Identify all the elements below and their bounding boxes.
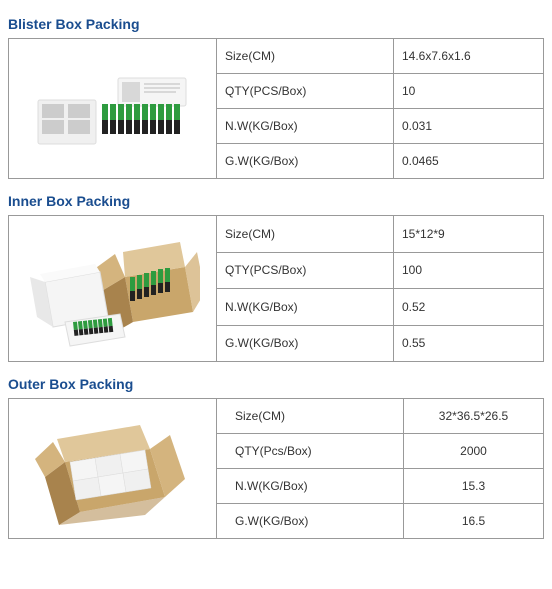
- cell-label: QTY(PCS/Box): [217, 74, 394, 109]
- section-title: Blister Box Packing: [8, 16, 544, 32]
- inner-table: Size(CM) 15*12*9 QTY(PCS/Box) 100 N.W(KG…: [8, 215, 544, 362]
- inner-product-image: [25, 222, 200, 352]
- cell-label: N.W(KG/Box): [217, 109, 394, 144]
- blister-image-cell: [9, 39, 217, 179]
- cell-value: 0.55: [394, 325, 544, 362]
- cell-label: G.W(KG/Box): [217, 504, 404, 539]
- outer-image-cell: [9, 399, 217, 539]
- cell-value: 14.6x7.6x1.6: [394, 39, 544, 74]
- cell-value: 15*12*9: [394, 216, 544, 253]
- cell-label: N.W(KG/Box): [217, 289, 394, 326]
- cell-label: Size(CM): [217, 216, 394, 253]
- outer-table: Size(CM) 32*36.5*26.5 QTY(Pcs/Box) 2000 …: [8, 398, 544, 539]
- blister-product-image: [28, 60, 198, 155]
- cell-value: 10: [394, 74, 544, 109]
- cell-label: G.W(KG/Box): [217, 325, 394, 362]
- cell-value: 0.031: [394, 109, 544, 144]
- cell-label: Size(CM): [217, 39, 394, 74]
- cell-label: QTY(PCS/Box): [217, 252, 394, 289]
- cell-value: 100: [394, 252, 544, 289]
- cell-value: 0.0465: [394, 144, 544, 179]
- inner-image-cell: [9, 216, 217, 362]
- blister-table: Size(CM) 14.6x7.6x1.6 QTY(PCS/Box) 10 N.…: [8, 38, 544, 179]
- cell-label: Size(CM): [217, 399, 404, 434]
- cell-value: 16.5: [404, 504, 544, 539]
- cell-label: G.W(KG/Box): [217, 144, 394, 179]
- outer-product-image: [25, 407, 200, 527]
- cell-value: 15.3: [404, 469, 544, 504]
- cell-value: 32*36.5*26.5: [404, 399, 544, 434]
- cell-value: 2000: [404, 434, 544, 469]
- section-title: Inner Box Packing: [8, 193, 544, 209]
- section-title: Outer Box Packing: [8, 376, 544, 392]
- cell-label: N.W(KG/Box): [217, 469, 404, 504]
- cell-label: QTY(Pcs/Box): [217, 434, 404, 469]
- cell-value: 0.52: [394, 289, 544, 326]
